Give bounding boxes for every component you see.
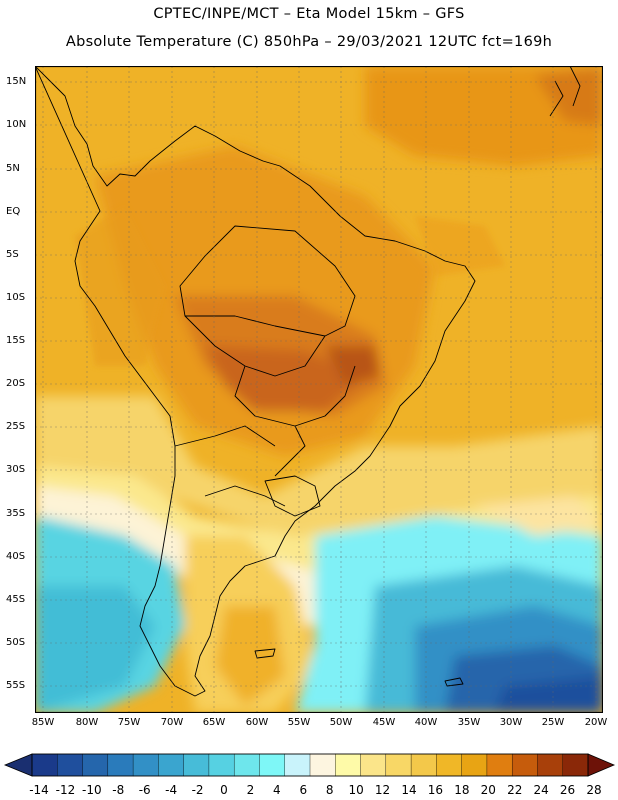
color-scale-label: -4: [165, 783, 178, 797]
color-scale-label: 6: [299, 783, 308, 797]
lon-label: 80W: [75, 717, 99, 728]
color-scale-label: -6: [138, 783, 151, 797]
color-scale-label: 24: [533, 783, 549, 797]
lon-label: 75W: [117, 717, 141, 728]
color-scale-bin: [410, 753, 438, 777]
color-scale-bin: [107, 753, 134, 777]
color-scale-label: 16: [427, 783, 444, 797]
color-scale-bin: [360, 753, 387, 777]
color-scale-bin: [511, 753, 539, 777]
color-scale-bin: [82, 753, 109, 777]
color-scale-bin: [461, 753, 488, 777]
lon-label: 35W: [457, 717, 481, 728]
lat-label: 15N: [6, 76, 27, 87]
lon-label: 45W: [372, 717, 396, 728]
color-scale-high-arrow: [587, 753, 616, 777]
lat-label: 5N: [6, 163, 20, 174]
color-scale-label: -14: [29, 783, 49, 797]
color-scale-bin: [537, 753, 564, 777]
color-scale-bin: [335, 753, 362, 777]
color-scale-label: 26: [559, 783, 576, 797]
color-scale-bin: [132, 753, 160, 777]
color-scale-bin: [284, 753, 311, 777]
map-title-line1: CPTEC/INPE/MCT – Eta Model 15km – GFS: [153, 6, 465, 22]
color-scale-low-arrow: [3, 753, 33, 777]
color-scale-bin: [208, 753, 235, 777]
lat-label: 10S: [6, 292, 26, 303]
color-scale-label: -12: [55, 783, 76, 797]
lon-label: 40W: [414, 717, 438, 728]
lon-label: 55W: [287, 717, 311, 728]
color-scale-label: 0: [220, 783, 228, 797]
lon-label: 20W: [584, 717, 608, 728]
color-scale-label: -8: [112, 783, 125, 797]
lon-label: 70W: [160, 717, 184, 728]
lat-label: 20S: [6, 378, 26, 389]
color-scale-label: 8: [325, 783, 334, 797]
lon-label: 50W: [329, 717, 353, 728]
lon-label: 30W: [499, 717, 523, 728]
color-scale-bin: [259, 753, 286, 777]
color-scale-label: 10: [348, 783, 364, 797]
color-scale-label: 14: [401, 783, 417, 797]
color-scale-label: -10: [82, 783, 102, 797]
color-scale-bin: [183, 753, 210, 777]
color-scale-label: 12: [374, 783, 391, 797]
lon-label: 60W: [245, 717, 269, 728]
temperature-field: [35, 66, 603, 713]
map-frame: [35, 66, 603, 713]
color-scale-label: 4: [273, 783, 281, 797]
color-scale-bin: [158, 753, 185, 777]
lat-label: 5S: [6, 249, 19, 260]
color-scale-label: 2: [246, 783, 255, 797]
color-scale-bar: [3, 753, 616, 777]
color-scale-label: -2: [191, 783, 204, 797]
color-scale-bin: [57, 753, 84, 777]
temperature-map: [35, 66, 603, 713]
lat-label: 15S: [6, 335, 26, 346]
color-scale-label: 20: [480, 783, 496, 797]
color-scale-label: 28: [586, 783, 602, 797]
lat-label: 30S: [6, 464, 26, 475]
lat-label: 35S: [6, 508, 26, 519]
lat-label: EQ: [6, 206, 21, 217]
coastline: [35, 66, 581, 697]
lon-label: 25W: [541, 717, 565, 728]
lon-label: 65W: [202, 717, 226, 728]
color-scale-bin: [436, 753, 463, 777]
color-scale-bin: [385, 753, 412, 777]
color-scale-bin: [233, 753, 261, 777]
lat-label: 45S: [6, 594, 26, 605]
lat-label: 10N: [6, 119, 27, 130]
lat-label: 50S: [6, 637, 26, 648]
color-scale-label: 18: [454, 783, 470, 797]
lon-label: 85W: [31, 717, 55, 728]
color-scale-bin: [309, 753, 336, 777]
color-scale-bin: [486, 753, 513, 777]
color-scale-bin: [31, 753, 58, 777]
lat-label: 55S: [6, 680, 26, 691]
map-title-line2: Absolute Temperature (C) 850hPa – 29/03/…: [65, 34, 553, 50]
lat-label: 25S: [6, 421, 26, 432]
color-scale-label: 22: [507, 783, 523, 797]
color-scale-bin: [562, 753, 589, 777]
lat-label: 40S: [6, 551, 26, 562]
